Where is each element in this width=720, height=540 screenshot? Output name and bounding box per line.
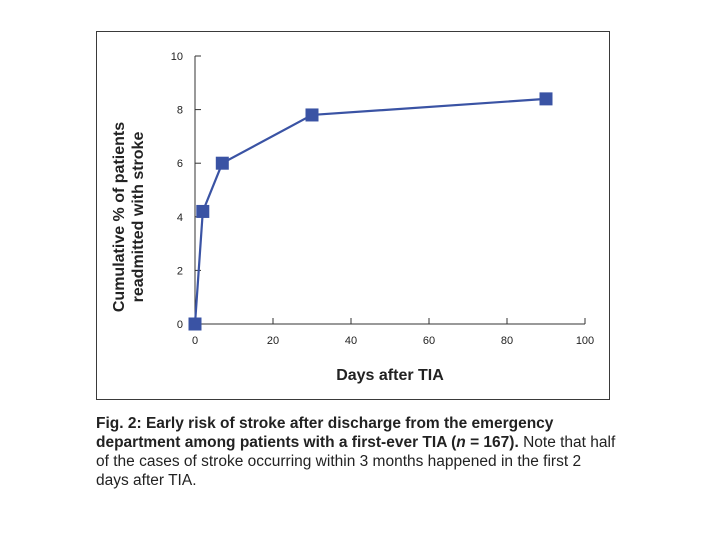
caption-n-symbol: n xyxy=(456,434,466,451)
x-axis-label: Days after TIA xyxy=(336,367,444,384)
y-axis-label-line1: Cumulative % of patients xyxy=(111,122,128,312)
data-point-marker xyxy=(215,156,229,170)
x-tick-label: 60 xyxy=(423,335,435,347)
caption-note: Note that half of the cases of stroke oc… xyxy=(96,434,616,489)
data-point-marker xyxy=(196,204,210,218)
caption-title: Fig. 2: Early risk of stroke after disch… xyxy=(96,415,554,451)
y-tick-label: 2 xyxy=(177,265,183,277)
figure-caption: Fig. 2: Early risk of stroke after disch… xyxy=(96,414,616,490)
data-point-marker xyxy=(539,92,553,106)
y-tick-label: 6 xyxy=(177,158,183,170)
figure-frame: 0 2 4 6 8 10 0 20 40 60 80 100 Days after TIA Cumul… xyxy=(96,31,610,400)
y-tick-label: 8 xyxy=(177,105,183,117)
data-point-marker xyxy=(305,108,319,122)
x-tick-label: 0 xyxy=(192,335,198,347)
caption-n-value: = 167). xyxy=(465,434,519,451)
x-tick-label: 40 xyxy=(345,335,357,347)
y-axis-label-line2: readmitted with stroke xyxy=(130,132,147,303)
chart-series xyxy=(188,92,553,331)
data-point-marker xyxy=(188,317,202,331)
x-tick-label: 80 xyxy=(501,335,513,347)
y-tick-label: 0 xyxy=(177,319,183,331)
series-line xyxy=(193,97,547,325)
x-tick-label: 100 xyxy=(576,335,594,347)
y-tick-label: 10 xyxy=(171,51,183,63)
x-tick-label: 20 xyxy=(267,335,279,347)
chart-axes xyxy=(194,56,585,325)
y-tick-label: 4 xyxy=(177,212,183,224)
